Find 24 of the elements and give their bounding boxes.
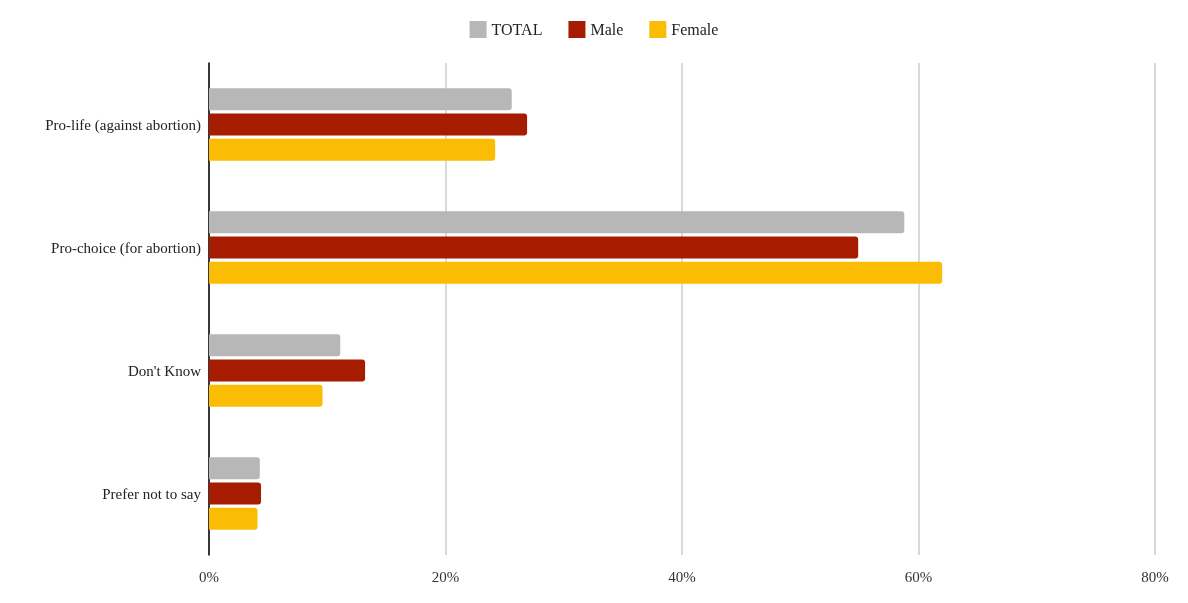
x-tick-label: 80% (1141, 568, 1169, 585)
bar (209, 359, 366, 382)
bar (209, 211, 905, 234)
legend-label: TOTAL (491, 21, 543, 38)
bar (209, 261, 943, 284)
bar (209, 482, 262, 505)
bar (209, 384, 323, 407)
bar (209, 236, 859, 259)
x-tick-label: 60% (904, 568, 933, 585)
bar (209, 457, 260, 480)
y-tick-label: Don't Know (127, 362, 202, 379)
x-tick-label: 0% (199, 568, 219, 585)
bar (209, 113, 528, 136)
bar (209, 334, 341, 357)
y-tick-label: Prefer not to say (102, 485, 202, 502)
legend-label: Female (671, 21, 719, 38)
bar (209, 88, 512, 111)
bar (209, 507, 258, 530)
x-tick-label: 20% (431, 568, 460, 585)
legend-label: Male (590, 21, 624, 38)
y-tick-label: Pro-life (against abortion) (45, 116, 201, 134)
y-tick-label: Pro-choice (for abortion) (51, 239, 201, 257)
bar (209, 138, 496, 161)
x-tick-label: 40% (668, 568, 696, 585)
